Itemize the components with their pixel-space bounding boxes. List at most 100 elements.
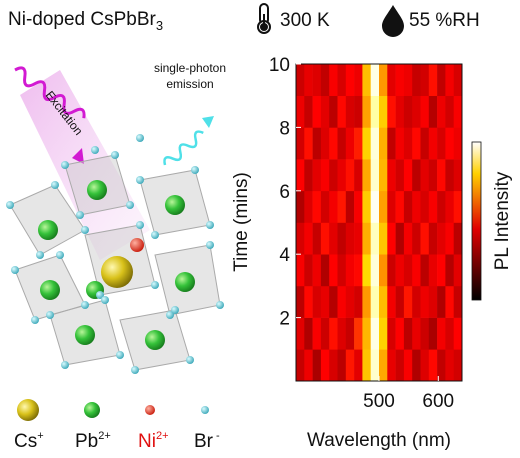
heat-cell xyxy=(337,95,347,128)
heat-cell xyxy=(437,159,446,192)
heat-cell xyxy=(412,190,421,223)
heat-cell xyxy=(445,127,454,160)
heat-cell xyxy=(362,127,371,160)
heat-cell xyxy=(428,159,438,192)
pb-ions-part xyxy=(175,272,195,292)
heat-cell xyxy=(420,285,430,318)
heat-cell xyxy=(296,222,305,255)
y-tick-label: 10 xyxy=(269,55,290,76)
excitation-beam xyxy=(20,70,150,260)
heat-cell xyxy=(337,317,347,350)
heat-cell xyxy=(329,64,338,96)
heat-cell xyxy=(428,254,438,287)
heat-cell xyxy=(362,222,371,255)
heat-cell xyxy=(387,254,396,287)
heat-cell xyxy=(320,159,330,192)
colorbar xyxy=(471,141,482,301)
br-ions-part xyxy=(136,176,144,184)
heat-cell xyxy=(428,127,438,160)
heat-cell xyxy=(395,254,405,287)
heat-cell xyxy=(395,159,405,192)
x-axis-label: Wavelength (nm) xyxy=(307,430,451,451)
heat-cell xyxy=(379,222,388,255)
br-ions-part xyxy=(51,181,59,189)
heat-cell xyxy=(354,222,363,255)
heat-cell xyxy=(379,349,388,382)
heat-cell xyxy=(320,64,330,96)
pb-ions-part xyxy=(38,220,58,240)
y-tick-label: 8 xyxy=(279,118,290,139)
br-ions-part xyxy=(31,316,39,324)
pb-ions-part xyxy=(75,325,95,345)
heat-cell xyxy=(395,222,405,255)
heat-cell xyxy=(329,95,338,128)
cs-ion xyxy=(101,256,133,288)
heat-cell xyxy=(420,349,430,382)
heat-cell xyxy=(428,285,438,318)
illustration: Excitation single-photon emission xyxy=(6,61,226,374)
heat-cell xyxy=(337,127,347,160)
heat-cell xyxy=(304,254,313,287)
heat-cell xyxy=(304,349,313,382)
legend-label: Ni2+ xyxy=(138,430,169,452)
heat-cell xyxy=(362,317,371,350)
heat-cell xyxy=(345,222,355,255)
heat-cell xyxy=(304,317,313,350)
heat-cell xyxy=(296,190,305,223)
heat-cell xyxy=(403,222,413,255)
heat-cell xyxy=(345,64,355,96)
heat-cell xyxy=(304,190,313,223)
title: Ni-doped CsPbBr3 xyxy=(8,9,163,33)
heat-cell xyxy=(320,222,330,255)
br-ions-part xyxy=(61,161,69,169)
heat-cell xyxy=(428,222,438,255)
heat-cell xyxy=(395,190,405,223)
heat-cell xyxy=(320,190,330,223)
heat-cell xyxy=(420,317,430,350)
heat-cell xyxy=(296,285,305,318)
heat-cell xyxy=(296,254,305,287)
br-ions-part xyxy=(6,201,14,209)
emission-arrowhead xyxy=(202,116,214,128)
heat-cell xyxy=(312,222,322,255)
heat-cell xyxy=(387,159,396,192)
heat-cell xyxy=(370,64,380,96)
heat-cell xyxy=(395,64,405,96)
heat-cell xyxy=(354,127,363,160)
heat-cell xyxy=(437,349,446,382)
heat-cell xyxy=(354,95,363,128)
heat-cell xyxy=(354,317,363,350)
heat-cell xyxy=(296,127,305,160)
heat-cell xyxy=(312,64,322,96)
heat-cell xyxy=(337,254,347,287)
heat-cell xyxy=(437,64,446,96)
legend-charge: + xyxy=(37,430,43,442)
heat-cell xyxy=(420,190,430,223)
heat-cell xyxy=(420,95,430,128)
excitation-wave xyxy=(14,66,86,119)
heat-cell xyxy=(437,254,446,287)
heat-cell xyxy=(437,127,446,160)
heat-cell xyxy=(387,190,396,223)
heat-cell xyxy=(337,64,347,96)
heat-cell xyxy=(362,254,371,287)
heat-cell xyxy=(304,285,313,318)
heat-cell xyxy=(437,317,446,350)
heat-cell xyxy=(403,190,413,223)
legend-label: Pb2+ xyxy=(75,430,111,452)
heat-cell xyxy=(453,222,463,255)
heat-cell xyxy=(387,222,396,255)
heat-cell xyxy=(320,95,330,128)
heat-cell xyxy=(379,159,388,192)
heat-cell xyxy=(412,64,421,96)
y-tick-label: 4 xyxy=(279,245,290,266)
heat-cell xyxy=(437,190,446,223)
br-ions-part xyxy=(151,231,159,239)
heat-cell xyxy=(437,285,446,318)
br-ions-part xyxy=(11,266,19,274)
br-ions-part xyxy=(111,151,119,159)
legend-symbol: Ni xyxy=(138,431,156,452)
heat-cell xyxy=(362,64,371,96)
heat-cell xyxy=(370,254,380,287)
br-ions-part xyxy=(151,281,159,289)
